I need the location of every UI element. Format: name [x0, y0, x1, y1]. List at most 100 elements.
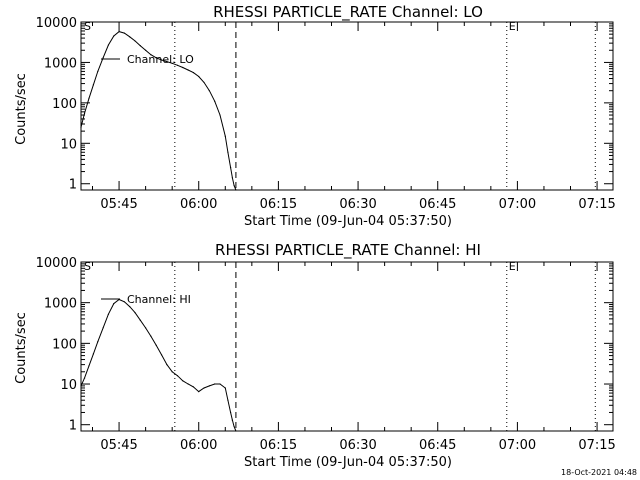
data-point — [97, 341, 99, 343]
data-point — [92, 84, 94, 86]
data-point — [219, 114, 221, 116]
x-tick-label: 07:15 — [578, 197, 615, 212]
data-point — [219, 383, 221, 385]
data-point — [113, 35, 115, 37]
y-tick-label: 1000 — [44, 56, 77, 71]
data-point — [224, 135, 226, 137]
data-point — [118, 30, 120, 33]
data-point — [88, 365, 90, 367]
data-point — [83, 377, 86, 379]
data-point — [134, 312, 136, 314]
data-point — [113, 302, 115, 305]
data-point — [97, 70, 99, 73]
data-point — [233, 425, 235, 428]
y-tick-label: 10000 — [36, 16, 77, 31]
data-point — [231, 419, 233, 421]
end-marker: E — [509, 20, 516, 33]
data-point — [208, 90, 210, 92]
start-marker: S — [84, 20, 91, 33]
data-point — [182, 380, 184, 382]
end-marker: E — [509, 260, 516, 273]
data-point — [187, 69, 189, 71]
legend-label: Channel: HI — [127, 293, 191, 306]
data-point — [83, 112, 86, 114]
data-point — [171, 62, 173, 64]
plot-frame — [80, 21, 614, 191]
x-tick-label: 05:45 — [100, 197, 137, 212]
data-point — [134, 40, 136, 42]
chart-title: RHESSI PARTICLE_RATE Channel: LO — [213, 3, 483, 22]
chart-panel-hi: RHESSI PARTICLE_RATE Channel: HI 1 10 100 1… — [14, 241, 616, 470]
data-point — [229, 411, 232, 414]
y-tick-label: 1000 — [44, 297, 77, 312]
y-tick-label: 10 — [60, 378, 77, 393]
data-point — [88, 97, 90, 99]
data-point — [80, 126, 82, 128]
data-point — [123, 32, 125, 34]
x-tick-label: 06:45 — [419, 197, 456, 212]
y-tick-label: 100 — [52, 337, 77, 352]
timestamp-label: 18-Oct-2021 04:48 — [561, 468, 637, 477]
data-point — [150, 335, 152, 337]
data-point — [224, 387, 226, 389]
data-point — [160, 59, 163, 61]
data-point — [208, 385, 210, 387]
chart-title: RHESSI PARTICLE_RATE Channel: HI — [215, 241, 481, 260]
x-tick-label: 06:00 — [180, 438, 217, 453]
legend-label: Channel: LO — [127, 53, 194, 66]
data-point — [129, 36, 131, 38]
x-tick-label: 06:15 — [260, 197, 297, 212]
data-point — [203, 81, 205, 84]
chart-plot-area: 1 10 100 1000 10000 05:45 06:00 06:15 06:30 06:45… — [36, 256, 616, 453]
data-point — [102, 327, 104, 329]
data-point — [155, 344, 157, 346]
data-point — [227, 399, 229, 401]
data-point — [182, 66, 184, 69]
data-point — [227, 151, 229, 153]
data-point — [123, 301, 125, 303]
x-tick-label: 05:45 — [100, 438, 137, 453]
data-point — [139, 45, 141, 47]
data-point — [229, 167, 232, 169]
data-point — [160, 354, 163, 356]
data-point — [166, 364, 168, 366]
data-point — [166, 60, 168, 63]
data-point — [198, 391, 200, 393]
y-tick-label: 1 — [69, 178, 77, 193]
data-point — [231, 177, 233, 179]
data-point — [233, 184, 235, 187]
data-point — [171, 371, 173, 373]
chart-panel-lo: RHESSI PARTICLE_RATE Channel: LO 1 10 100 1… — [14, 3, 616, 229]
data-point — [107, 44, 110, 46]
data-point — [145, 49, 147, 51]
series-line — [80, 31, 237, 191]
data-point — [150, 54, 152, 56]
data-point — [203, 387, 205, 389]
x-tick-label: 07:15 — [578, 438, 615, 453]
y-tick-label: 10000 — [36, 256, 77, 271]
x-tick-label: 07:00 — [499, 438, 536, 453]
start-marker: S — [84, 260, 91, 273]
x-axis-label: Start Time (09-Jun-04 05:37:50) — [244, 455, 452, 470]
x-tick-label: 06:15 — [260, 438, 297, 453]
x-tick-label: 06:30 — [339, 438, 376, 453]
x-tick-label: 07:00 — [499, 197, 536, 212]
data-point — [139, 319, 141, 321]
y-tick-label: 10 — [60, 137, 77, 152]
data-point — [129, 306, 131, 308]
series-line — [80, 298, 237, 432]
y-tick-label: 1 — [69, 419, 77, 434]
data-point — [235, 430, 237, 432]
data-point — [80, 385, 82, 387]
x-tick-label: 06:30 — [339, 197, 376, 212]
data-point — [107, 313, 110, 315]
data-point — [155, 57, 157, 59]
x-axis-label: Start Time (09-Jun-04 05:37:50) — [244, 214, 452, 229]
data-point — [145, 327, 147, 329]
data-point — [214, 100, 216, 102]
y-tick-label: 100 — [52, 97, 77, 112]
data-point — [214, 383, 216, 385]
data-point — [176, 64, 179, 66]
data-point — [235, 189, 237, 191]
data-point — [192, 72, 195, 74]
